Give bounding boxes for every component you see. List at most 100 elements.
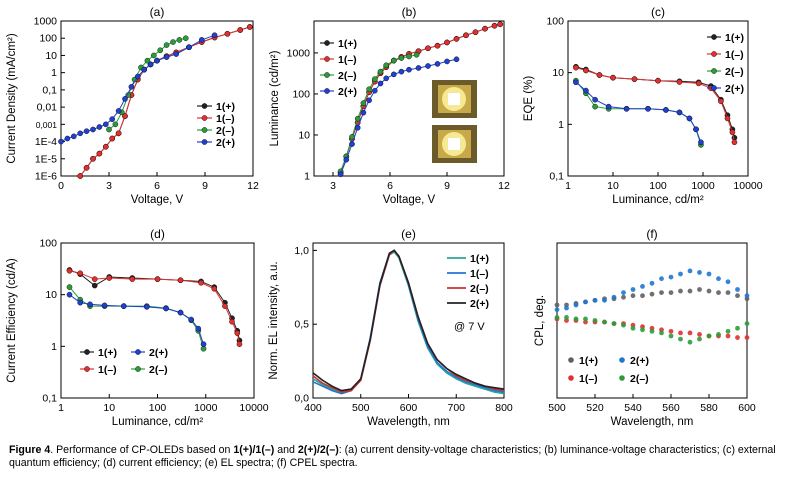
data-point [649, 328, 655, 334]
x-axis-label: Voltage, V [131, 194, 184, 206]
y-tick-label: 1000 [287, 47, 311, 59]
data-point [177, 277, 184, 284]
series-2(+) [312, 249, 505, 392]
data-point [472, 29, 479, 35]
y-tick-label: 0,01 [37, 102, 58, 114]
legend-marker [201, 115, 208, 121]
data-point [425, 63, 431, 69]
x-tick-label: 540 [624, 402, 642, 414]
y-tick-label: 1E-5 [35, 153, 57, 165]
data-point [444, 39, 450, 46]
data-point [115, 108, 122, 114]
legend-label: 2(+) [725, 83, 744, 95]
data-point [596, 72, 603, 78]
data-point [349, 141, 355, 147]
caption-text-c: : (a) current density-voltage characteri… [9, 444, 776, 469]
data-point [697, 336, 702, 342]
y-axis-label: Current Efficiency (cd/A) [6, 258, 18, 383]
data-point [83, 128, 90, 134]
data-point [602, 319, 607, 325]
legend-label: 2(+) [216, 137, 235, 149]
data-point [605, 103, 612, 110]
data-point [77, 270, 84, 277]
data-point [640, 293, 645, 299]
x-tick-label: 12 [498, 180, 510, 192]
panel-label: (d) [150, 227, 165, 241]
y-tick-label: 1,0 [294, 245, 309, 257]
data-point [687, 268, 693, 274]
legend-marker [324, 72, 330, 78]
legend-marker [201, 139, 208, 145]
data-point [343, 156, 350, 163]
data-point [725, 328, 731, 334]
legend-label: 1(–) [98, 364, 117, 376]
series-1(–) [573, 64, 738, 146]
data-point [706, 288, 712, 294]
series-1(–) [66, 267, 243, 347]
legend-marker [324, 56, 330, 62]
y-tick-label: 0,0 [294, 393, 309, 405]
data-point [425, 45, 431, 52]
data-point [687, 330, 693, 336]
legend-label: 2(–) [149, 364, 168, 376]
data-point [154, 276, 161, 282]
data-point [109, 135, 115, 142]
data-point [154, 57, 160, 64]
series-2(–) [106, 35, 189, 133]
data-point [90, 155, 96, 162]
data-point [697, 287, 702, 292]
data-point [337, 171, 344, 178]
legend-label: 1(+) [98, 347, 117, 359]
series-2(–) [573, 77, 704, 148]
data-point [112, 121, 119, 128]
legend-label: 2(+) [630, 355, 649, 367]
data-point [678, 271, 683, 277]
y-tick-label: 10 [45, 289, 57, 301]
data-point [366, 86, 372, 93]
panel-label: (c) [651, 5, 665, 19]
x-tick-label: 100 [649, 180, 667, 192]
legend-marker [568, 357, 574, 363]
data-point [491, 22, 498, 29]
data-point [211, 285, 218, 292]
data-point [106, 275, 113, 281]
data-point [678, 330, 683, 336]
data-point [354, 115, 361, 122]
legend-marker [201, 103, 208, 109]
data-point [735, 335, 740, 340]
data-point [649, 291, 655, 297]
data-point [383, 62, 390, 69]
data-point [176, 37, 183, 43]
data-point [96, 124, 103, 130]
data-point [77, 130, 83, 137]
data-point [157, 47, 163, 54]
y-tick-label: 100 [39, 238, 57, 250]
series-1(–) [337, 21, 504, 176]
legend-marker [619, 357, 625, 363]
data-point [573, 79, 579, 86]
data-point [630, 325, 636, 331]
data-point [735, 287, 740, 292]
data-point [621, 290, 626, 295]
data-point [234, 330, 241, 336]
data-point [144, 57, 151, 64]
x-tick-label: 500 [352, 402, 370, 414]
data-point [66, 284, 73, 290]
data-point [655, 77, 661, 84]
data-point [697, 332, 702, 337]
legend-label: 2(–) [725, 66, 744, 78]
legend-label: 1(+) [725, 32, 744, 44]
y-tick-label: 0,5 [294, 319, 309, 331]
data-point [663, 107, 669, 113]
data-point [725, 290, 731, 295]
data-point [83, 164, 90, 171]
x-tick-label: 10000 [733, 180, 762, 192]
data-point [725, 279, 731, 285]
y-tick-label: 10 [45, 50, 57, 62]
data-point [602, 297, 607, 303]
legend-marker [711, 68, 717, 74]
data-point [195, 325, 202, 332]
series-line [340, 23, 501, 173]
data-point [640, 327, 645, 333]
